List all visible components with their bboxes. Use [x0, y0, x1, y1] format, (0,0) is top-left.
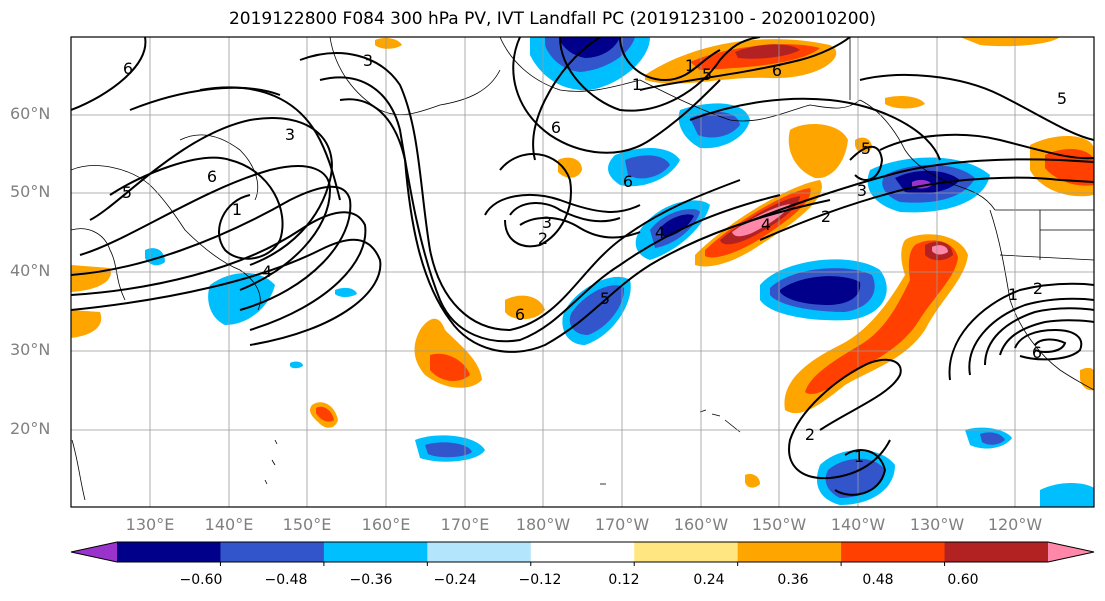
- contour-label: 4: [262, 262, 272, 281]
- contour-label: 5: [702, 65, 712, 84]
- colorbar-tick-label: −0.60: [179, 572, 223, 588]
- contour-label: 6: [551, 118, 561, 137]
- contour-label: 4: [655, 223, 665, 242]
- contour-label: 3: [363, 51, 373, 70]
- lat-label: 60°N: [10, 104, 51, 123]
- colorbar-tick-label: 0.60: [947, 572, 979, 588]
- contour-label: 3: [857, 181, 867, 200]
- colorbar-swatch: [634, 542, 739, 562]
- contour-label: 2: [821, 207, 831, 226]
- lon-label: 160°W: [673, 515, 729, 534]
- colorbar-swatch: [530, 542, 635, 562]
- lon-label: 130°E: [125, 515, 175, 534]
- colorbar-extend-min: [71, 542, 117, 562]
- contour-label: 1: [1008, 285, 1018, 304]
- colorbar-tick-label: 0.24: [693, 572, 725, 588]
- contour-labels: 6 3 1 6 3 1 5 6 6 5 3 2 5 6 3 2 1 2 4 5 …: [122, 51, 1067, 466]
- gridlines: [71, 37, 1094, 507]
- contour-label: 1: [854, 447, 864, 466]
- map-title: 2019122800 F084 300 hPa PV, IVT Landfall…: [228, 9, 876, 29]
- colorbar-swatch: [427, 542, 532, 562]
- colorbar-tick-label: −0.48: [264, 572, 308, 588]
- colorbar-tick-label: −0.12: [518, 572, 562, 588]
- lat-label: 50°N: [10, 182, 51, 201]
- colorbar-swatch: [841, 542, 946, 562]
- contour-label: 2: [538, 229, 548, 248]
- lon-label: 160°E: [361, 515, 411, 534]
- lon-label: 140°W: [830, 515, 886, 534]
- contour-label: 3: [542, 213, 552, 232]
- map-area: [71, 37, 1094, 507]
- pv-contours: [71, 37, 1094, 496]
- lon-label: 130°W: [909, 515, 965, 534]
- contour-label: 6: [772, 61, 782, 80]
- contour-label: 1: [685, 56, 695, 75]
- contour-label: 4: [761, 215, 771, 234]
- colorbar-outline: [70, 541, 1095, 563]
- colorbar: [70, 541, 1095, 566]
- lon-label: 170°E: [440, 515, 490, 534]
- colorbar-tick-label: 0.36: [777, 572, 809, 588]
- colorbar-swatch: [117, 542, 221, 562]
- colorbar-swatch: [323, 542, 428, 562]
- lon-label: 150°E: [282, 515, 332, 534]
- contour-label: 6: [623, 172, 633, 191]
- lat-label: 30°N: [10, 340, 51, 359]
- lon-label: 170°W: [594, 515, 650, 534]
- lon-label: 180°W: [515, 515, 571, 534]
- contour-label: 6: [515, 305, 525, 324]
- contour-label: 3: [285, 125, 295, 144]
- contour-label: 6: [123, 59, 133, 78]
- colorbar-tick-label: −0.24: [433, 572, 477, 588]
- colorbar-tick-label: −0.36: [349, 572, 393, 588]
- map-frame: [70, 36, 1095, 508]
- colorbar-swatch: [737, 542, 842, 562]
- contour-label: 1: [632, 75, 642, 94]
- contour-label: 1: [232, 200, 242, 219]
- contour-label: 5: [600, 289, 610, 308]
- colorbar-swatch: [220, 542, 325, 562]
- lon-label: 140°E: [204, 515, 254, 534]
- lon-label: 150°W: [751, 515, 807, 534]
- colorbar-tick-label: 0.48: [862, 572, 894, 588]
- contour-label: 2: [1033, 279, 1043, 298]
- contour-label: 6: [207, 167, 217, 186]
- colorbar-swatch: [944, 542, 1049, 562]
- lon-label: 120°W: [987, 515, 1043, 534]
- contour-label: 5: [122, 183, 132, 202]
- colorbar-extend-max: [1048, 542, 1094, 562]
- lat-label: 40°N: [10, 261, 51, 280]
- contour-label: 6: [1032, 343, 1042, 362]
- lat-label: 20°N: [10, 419, 51, 438]
- contour-label: 2: [805, 425, 815, 444]
- contour-label: 5: [861, 139, 871, 158]
- contour-label: 5: [1057, 89, 1067, 108]
- colorbar-tick-label: 0.12: [608, 572, 640, 588]
